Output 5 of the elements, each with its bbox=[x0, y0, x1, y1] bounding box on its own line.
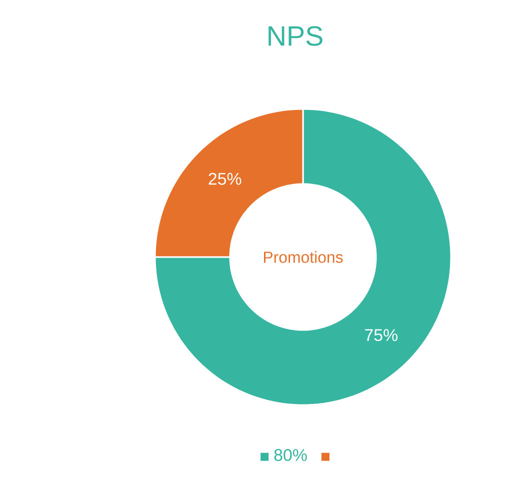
legend-label: 80% bbox=[274, 449, 307, 461]
data-label: 75% bbox=[365, 329, 398, 342]
data-label: 25% bbox=[208, 172, 242, 185]
chart-title: NPS bbox=[268, 26, 322, 46]
text: Promotions bbox=[264, 251, 343, 263]
